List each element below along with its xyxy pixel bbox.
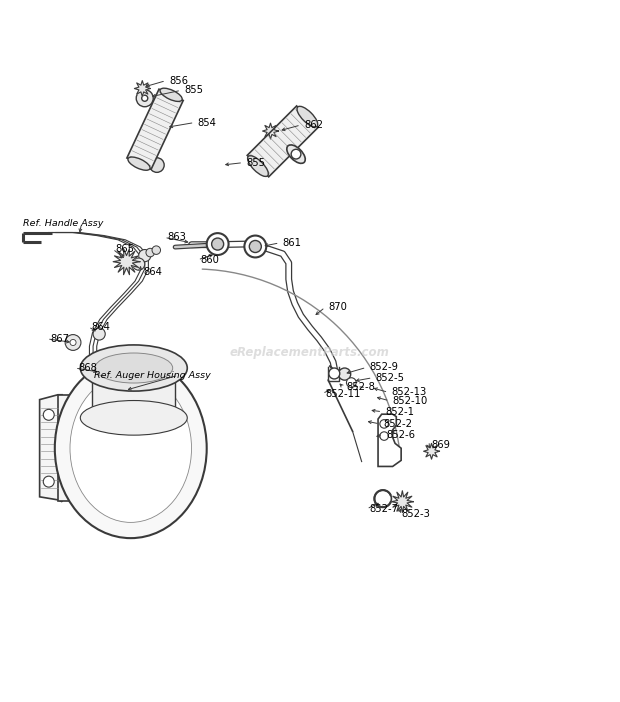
Ellipse shape xyxy=(70,374,192,522)
Text: 865: 865 xyxy=(115,244,135,254)
Circle shape xyxy=(146,249,154,257)
Circle shape xyxy=(211,238,224,250)
Circle shape xyxy=(380,420,388,428)
Text: 852-6: 852-6 xyxy=(386,430,415,440)
Ellipse shape xyxy=(297,106,317,127)
Text: 852-13: 852-13 xyxy=(391,388,427,397)
Text: 863: 863 xyxy=(167,232,186,242)
Circle shape xyxy=(329,368,340,379)
Bar xyxy=(58,395,179,501)
Text: 852-1: 852-1 xyxy=(386,406,414,417)
Ellipse shape xyxy=(287,145,305,164)
Ellipse shape xyxy=(81,401,187,435)
Text: 856: 856 xyxy=(169,76,188,86)
Text: eReplacementParts.com: eReplacementParts.com xyxy=(230,345,390,359)
Text: 852-10: 852-10 xyxy=(392,396,428,406)
Text: 852-3: 852-3 xyxy=(401,509,430,519)
Text: 868: 868 xyxy=(78,363,97,373)
Circle shape xyxy=(291,150,301,159)
Text: Ref. Auger Housing Assy: Ref. Auger Housing Assy xyxy=(94,371,211,380)
Ellipse shape xyxy=(160,88,182,101)
Text: 854: 854 xyxy=(198,117,216,128)
Circle shape xyxy=(244,236,266,258)
Polygon shape xyxy=(113,249,140,274)
Text: Ref. Handle Assy: Ref. Handle Assy xyxy=(23,219,104,228)
Polygon shape xyxy=(135,81,150,96)
Circle shape xyxy=(65,335,81,350)
Circle shape xyxy=(139,249,151,262)
Text: 862: 862 xyxy=(304,120,323,130)
Circle shape xyxy=(149,158,164,173)
Text: 852-9: 852-9 xyxy=(370,362,399,372)
Bar xyxy=(70,399,167,496)
Circle shape xyxy=(347,378,356,388)
Text: 852-7: 852-7 xyxy=(370,504,399,514)
Ellipse shape xyxy=(247,156,268,176)
Circle shape xyxy=(152,246,161,254)
Circle shape xyxy=(133,258,144,270)
Polygon shape xyxy=(40,395,62,502)
Circle shape xyxy=(142,95,148,101)
Text: 864: 864 xyxy=(143,267,162,277)
Text: 855: 855 xyxy=(246,158,265,168)
Circle shape xyxy=(43,476,54,487)
Ellipse shape xyxy=(81,345,187,391)
Polygon shape xyxy=(391,491,414,512)
Text: 855: 855 xyxy=(184,86,203,95)
Text: 852-11: 852-11 xyxy=(325,388,361,399)
Circle shape xyxy=(96,367,107,378)
Polygon shape xyxy=(263,123,278,139)
Ellipse shape xyxy=(128,157,150,171)
Circle shape xyxy=(339,368,351,380)
Polygon shape xyxy=(127,89,184,169)
Circle shape xyxy=(70,340,76,345)
Text: 860: 860 xyxy=(201,255,219,265)
Ellipse shape xyxy=(95,353,173,383)
Text: 852-5: 852-5 xyxy=(376,373,405,383)
Text: 870: 870 xyxy=(328,303,347,312)
Text: 864: 864 xyxy=(91,322,110,332)
Circle shape xyxy=(380,432,388,440)
Polygon shape xyxy=(423,444,440,459)
Polygon shape xyxy=(378,414,401,466)
Text: 869: 869 xyxy=(432,440,451,450)
Text: 867: 867 xyxy=(50,334,69,344)
Text: 861: 861 xyxy=(283,238,302,248)
Circle shape xyxy=(136,90,153,107)
Circle shape xyxy=(43,409,54,420)
Circle shape xyxy=(206,233,229,255)
Circle shape xyxy=(93,328,105,340)
Polygon shape xyxy=(247,106,318,177)
Text: 852-2: 852-2 xyxy=(383,419,412,429)
Text: 852-8: 852-8 xyxy=(347,383,375,392)
Circle shape xyxy=(249,241,262,253)
Bar xyxy=(92,368,175,418)
Ellipse shape xyxy=(55,358,206,538)
